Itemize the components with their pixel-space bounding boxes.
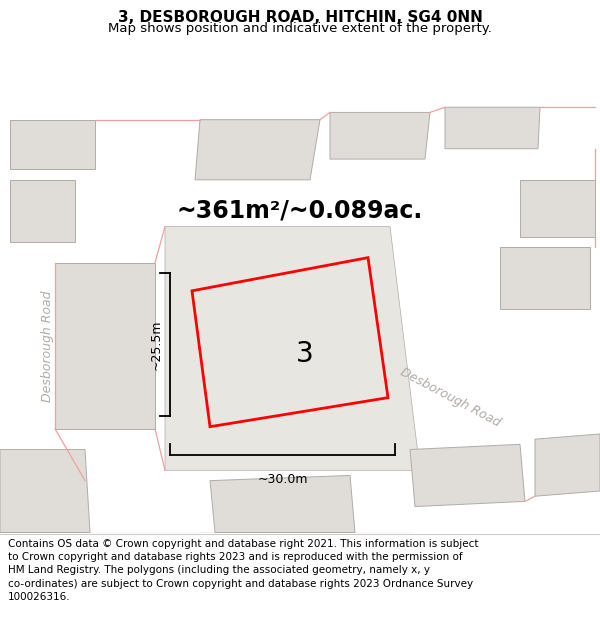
Polygon shape	[10, 180, 75, 242]
Polygon shape	[500, 248, 590, 309]
Polygon shape	[10, 119, 95, 169]
Polygon shape	[535, 434, 600, 496]
Polygon shape	[0, 45, 600, 118]
Polygon shape	[0, 112, 135, 253]
Text: Desborough Road: Desborough Road	[398, 366, 502, 429]
Text: Contains OS data © Crown copyright and database right 2021. This information is : Contains OS data © Crown copyright and d…	[8, 539, 478, 602]
Text: ~30.0m: ~30.0m	[257, 473, 308, 486]
Polygon shape	[410, 444, 525, 507]
Text: ~25.5m: ~25.5m	[149, 319, 163, 370]
Polygon shape	[520, 180, 595, 237]
Polygon shape	[55, 263, 155, 429]
Text: 3, DESBOROUGH ROAD, HITCHIN, SG4 0NN: 3, DESBOROUGH ROAD, HITCHIN, SG4 0NN	[118, 10, 482, 25]
Text: Desborough Road: Desborough Road	[41, 290, 55, 401]
Polygon shape	[330, 112, 430, 159]
Text: 3: 3	[296, 339, 313, 367]
Polygon shape	[0, 449, 90, 532]
Polygon shape	[85, 248, 570, 532]
Polygon shape	[195, 119, 320, 180]
Polygon shape	[445, 107, 540, 149]
Text: Map shows position and indicative extent of the property.: Map shows position and indicative extent…	[108, 22, 492, 35]
Polygon shape	[210, 476, 355, 532]
Text: ~361m²/~0.089ac.: ~361m²/~0.089ac.	[177, 199, 423, 223]
Polygon shape	[165, 226, 420, 470]
